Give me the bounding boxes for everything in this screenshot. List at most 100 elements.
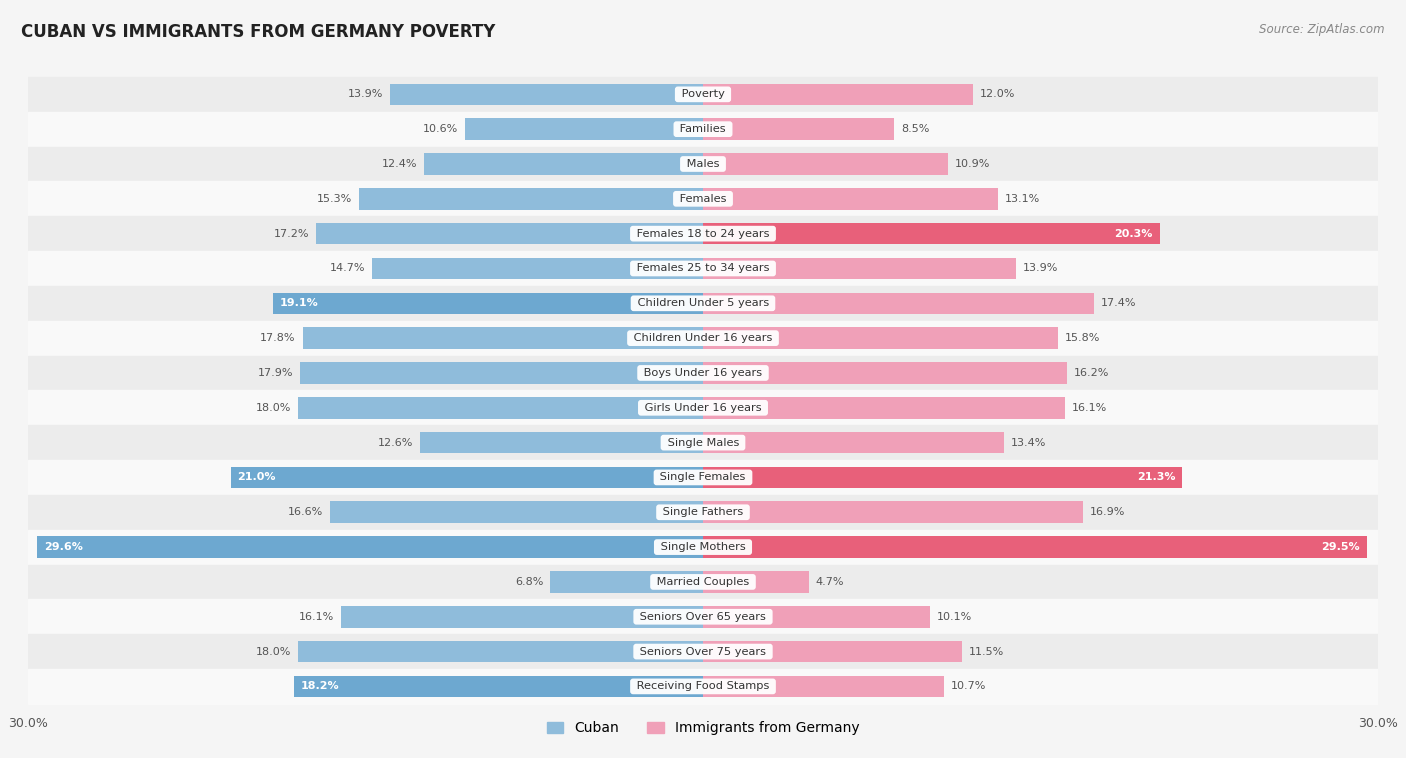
Text: CUBAN VS IMMIGRANTS FROM GERMANY POVERTY: CUBAN VS IMMIGRANTS FROM GERMANY POVERTY (21, 23, 495, 41)
Text: Girls Under 16 years: Girls Under 16 years (641, 402, 765, 413)
Text: 17.2%: 17.2% (274, 229, 309, 239)
Bar (703, 188, 998, 210)
Text: 10.1%: 10.1% (936, 612, 972, 622)
Text: 21.3%: 21.3% (1137, 472, 1175, 482)
Bar (550, 571, 703, 593)
Bar (28, 390, 1378, 425)
Legend: Cuban, Immigrants from Germany: Cuban, Immigrants from Germany (541, 716, 865, 741)
Text: Families: Families (676, 124, 730, 134)
Bar (231, 467, 703, 488)
Bar (703, 571, 808, 593)
Text: Single Mothers: Single Mothers (657, 542, 749, 552)
Text: Males: Males (683, 159, 723, 169)
Text: Poverty: Poverty (678, 89, 728, 99)
Bar (703, 293, 1094, 314)
Text: 21.0%: 21.0% (238, 472, 276, 482)
Bar (28, 356, 1378, 390)
Bar (703, 432, 1004, 453)
Text: Boys Under 16 years: Boys Under 16 years (640, 368, 766, 378)
Text: 12.6%: 12.6% (377, 437, 413, 448)
Text: Single Males: Single Males (664, 437, 742, 448)
Bar (703, 153, 948, 175)
Text: 6.8%: 6.8% (515, 577, 543, 587)
Bar (302, 327, 703, 349)
Bar (294, 675, 703, 697)
Bar (373, 258, 703, 279)
Bar (28, 669, 1378, 704)
Text: 10.6%: 10.6% (423, 124, 458, 134)
Bar (703, 537, 1367, 558)
Bar (273, 293, 703, 314)
Text: 4.7%: 4.7% (815, 577, 844, 587)
Bar (28, 286, 1378, 321)
Text: 16.6%: 16.6% (288, 507, 323, 517)
Text: Married Couples: Married Couples (652, 577, 754, 587)
Bar (419, 432, 703, 453)
Bar (703, 502, 1083, 523)
Bar (316, 223, 703, 244)
Text: 16.9%: 16.9% (1090, 507, 1125, 517)
Text: 18.0%: 18.0% (256, 402, 291, 413)
Text: Females 25 to 34 years: Females 25 to 34 years (633, 264, 773, 274)
Bar (464, 118, 703, 140)
Text: 16.2%: 16.2% (1074, 368, 1109, 378)
Text: 19.1%: 19.1% (280, 299, 319, 309)
Text: 17.4%: 17.4% (1101, 299, 1136, 309)
Bar (425, 153, 703, 175)
Bar (28, 146, 1378, 181)
Bar (329, 502, 703, 523)
Text: Seniors Over 75 years: Seniors Over 75 years (636, 647, 770, 656)
Text: 13.9%: 13.9% (349, 89, 384, 99)
Bar (28, 565, 1378, 600)
Bar (298, 397, 703, 418)
Bar (37, 537, 703, 558)
Bar (391, 83, 703, 105)
Text: 29.6%: 29.6% (44, 542, 83, 552)
Text: 17.8%: 17.8% (260, 333, 295, 343)
Text: 13.9%: 13.9% (1022, 264, 1057, 274)
Bar (28, 495, 1378, 530)
Bar (703, 223, 1160, 244)
Bar (703, 641, 962, 662)
Text: 14.7%: 14.7% (330, 264, 366, 274)
Bar (703, 606, 931, 628)
Bar (28, 251, 1378, 286)
Text: 8.5%: 8.5% (901, 124, 929, 134)
Text: Seniors Over 65 years: Seniors Over 65 years (637, 612, 769, 622)
Text: 17.9%: 17.9% (259, 368, 294, 378)
Bar (28, 634, 1378, 669)
Bar (28, 530, 1378, 565)
Text: 12.0%: 12.0% (980, 89, 1015, 99)
Text: Children Under 5 years: Children Under 5 years (634, 299, 772, 309)
Text: Children Under 16 years: Children Under 16 years (630, 333, 776, 343)
Text: 18.0%: 18.0% (256, 647, 291, 656)
Text: 16.1%: 16.1% (299, 612, 335, 622)
Bar (301, 362, 703, 384)
Text: Females: Females (676, 194, 730, 204)
Text: Single Females: Single Females (657, 472, 749, 482)
Text: 15.8%: 15.8% (1066, 333, 1101, 343)
Bar (703, 83, 973, 105)
Bar (703, 362, 1067, 384)
Text: Receiving Food Stamps: Receiving Food Stamps (633, 681, 773, 691)
Bar (703, 467, 1182, 488)
Bar (703, 327, 1059, 349)
Bar (28, 425, 1378, 460)
Text: 13.4%: 13.4% (1011, 437, 1046, 448)
Text: Single Fathers: Single Fathers (659, 507, 747, 517)
Text: Females 18 to 24 years: Females 18 to 24 years (633, 229, 773, 239)
Text: 20.3%: 20.3% (1115, 229, 1153, 239)
Bar (703, 258, 1015, 279)
Text: 16.1%: 16.1% (1071, 402, 1107, 413)
Text: 29.5%: 29.5% (1322, 542, 1360, 552)
Bar (28, 181, 1378, 216)
Bar (28, 600, 1378, 634)
Text: 10.9%: 10.9% (955, 159, 990, 169)
Bar (28, 460, 1378, 495)
Bar (703, 675, 943, 697)
Bar (703, 118, 894, 140)
Bar (28, 111, 1378, 146)
Bar (298, 641, 703, 662)
Bar (340, 606, 703, 628)
Text: 18.2%: 18.2% (301, 681, 339, 691)
